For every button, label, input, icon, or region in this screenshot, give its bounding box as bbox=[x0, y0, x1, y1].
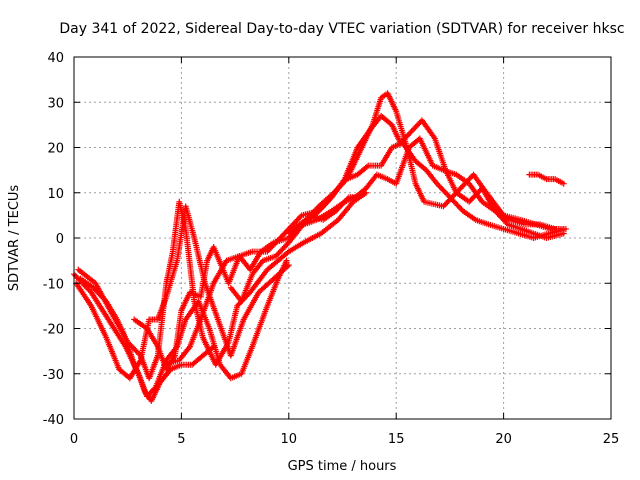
axis-ticks: 0 5 10 15 20 25 -40 -30 -20 -10 0 10 20 30 40 bbox=[43, 51, 620, 447]
data-point-marker bbox=[344, 195, 351, 202]
data-point-marker bbox=[266, 245, 273, 252]
data-point-marker bbox=[363, 163, 370, 170]
data-point-marker bbox=[272, 240, 279, 247]
data-point-marker bbox=[73, 273, 80, 280]
data-point-marker bbox=[265, 247, 272, 254]
data-point-marker bbox=[297, 213, 304, 220]
data-point-marker bbox=[209, 344, 216, 351]
x-tick-label: 15 bbox=[388, 432, 405, 447]
data-point-marker bbox=[560, 180, 567, 187]
data-point-marker bbox=[280, 231, 287, 238]
y-tick-label: 40 bbox=[47, 51, 64, 66]
x-tick-label: 0 bbox=[70, 432, 78, 447]
data-point-marker bbox=[441, 201, 448, 208]
y-tick-label: 0 bbox=[56, 232, 64, 247]
data-point-marker bbox=[276, 236, 283, 243]
y-tick-label: -30 bbox=[43, 368, 64, 383]
data-point-marker bbox=[268, 244, 275, 251]
series-track-7 bbox=[285, 135, 559, 237]
series-track-8 bbox=[227, 194, 361, 305]
data-point-marker bbox=[440, 203, 447, 210]
y-tick-label: 10 bbox=[47, 187, 64, 202]
data-point-marker bbox=[444, 199, 451, 206]
data-point-marker bbox=[294, 216, 301, 223]
chart-title: Day 341 of 2022, Sidereal Day-to-day VTE… bbox=[59, 21, 624, 37]
y-tick-label: -10 bbox=[43, 277, 64, 292]
data-point-marker bbox=[552, 225, 559, 232]
data-point-marker bbox=[293, 217, 300, 224]
data-layer bbox=[71, 90, 569, 404]
x-axis-label: GPS time / hours bbox=[288, 459, 397, 474]
data-point-marker bbox=[136, 351, 143, 358]
y-tick-label: -20 bbox=[43, 323, 64, 338]
data-point-marker bbox=[443, 200, 450, 207]
data-point-marker bbox=[285, 262, 292, 269]
data-point-marker bbox=[270, 241, 277, 248]
data-point-marker bbox=[264, 248, 271, 255]
x-tick-label: 5 bbox=[177, 432, 185, 447]
data-point-marker bbox=[284, 263, 291, 270]
x-tick-label: 25 bbox=[603, 432, 620, 447]
data-point-marker bbox=[72, 272, 79, 279]
series-track-9 bbox=[526, 171, 567, 187]
data-point-marker bbox=[273, 238, 280, 245]
y-axis-label: SDTVAR / TECUs bbox=[7, 185, 22, 292]
x-tick-label: 10 bbox=[281, 432, 298, 447]
data-point-marker bbox=[85, 286, 92, 293]
data-point-marker bbox=[562, 225, 569, 232]
x-tick-label: 20 bbox=[495, 432, 512, 447]
data-point-marker bbox=[292, 219, 299, 226]
series-track-10 bbox=[77, 275, 217, 404]
data-point-marker bbox=[101, 296, 108, 303]
data-point-marker bbox=[277, 234, 284, 241]
y-tick-label: 20 bbox=[47, 142, 64, 157]
y-tick-label: -40 bbox=[43, 413, 64, 428]
data-point-marker bbox=[296, 215, 303, 222]
data-point-marker bbox=[283, 257, 290, 264]
data-point-marker bbox=[342, 177, 349, 184]
data-point-marker bbox=[278, 233, 285, 240]
data-point-marker bbox=[354, 194, 361, 201]
y-tick-label: 30 bbox=[47, 96, 64, 111]
data-point-marker bbox=[274, 237, 281, 244]
data-point-marker bbox=[210, 343, 217, 350]
data-point-marker bbox=[503, 220, 510, 227]
data-point-marker bbox=[269, 243, 276, 250]
